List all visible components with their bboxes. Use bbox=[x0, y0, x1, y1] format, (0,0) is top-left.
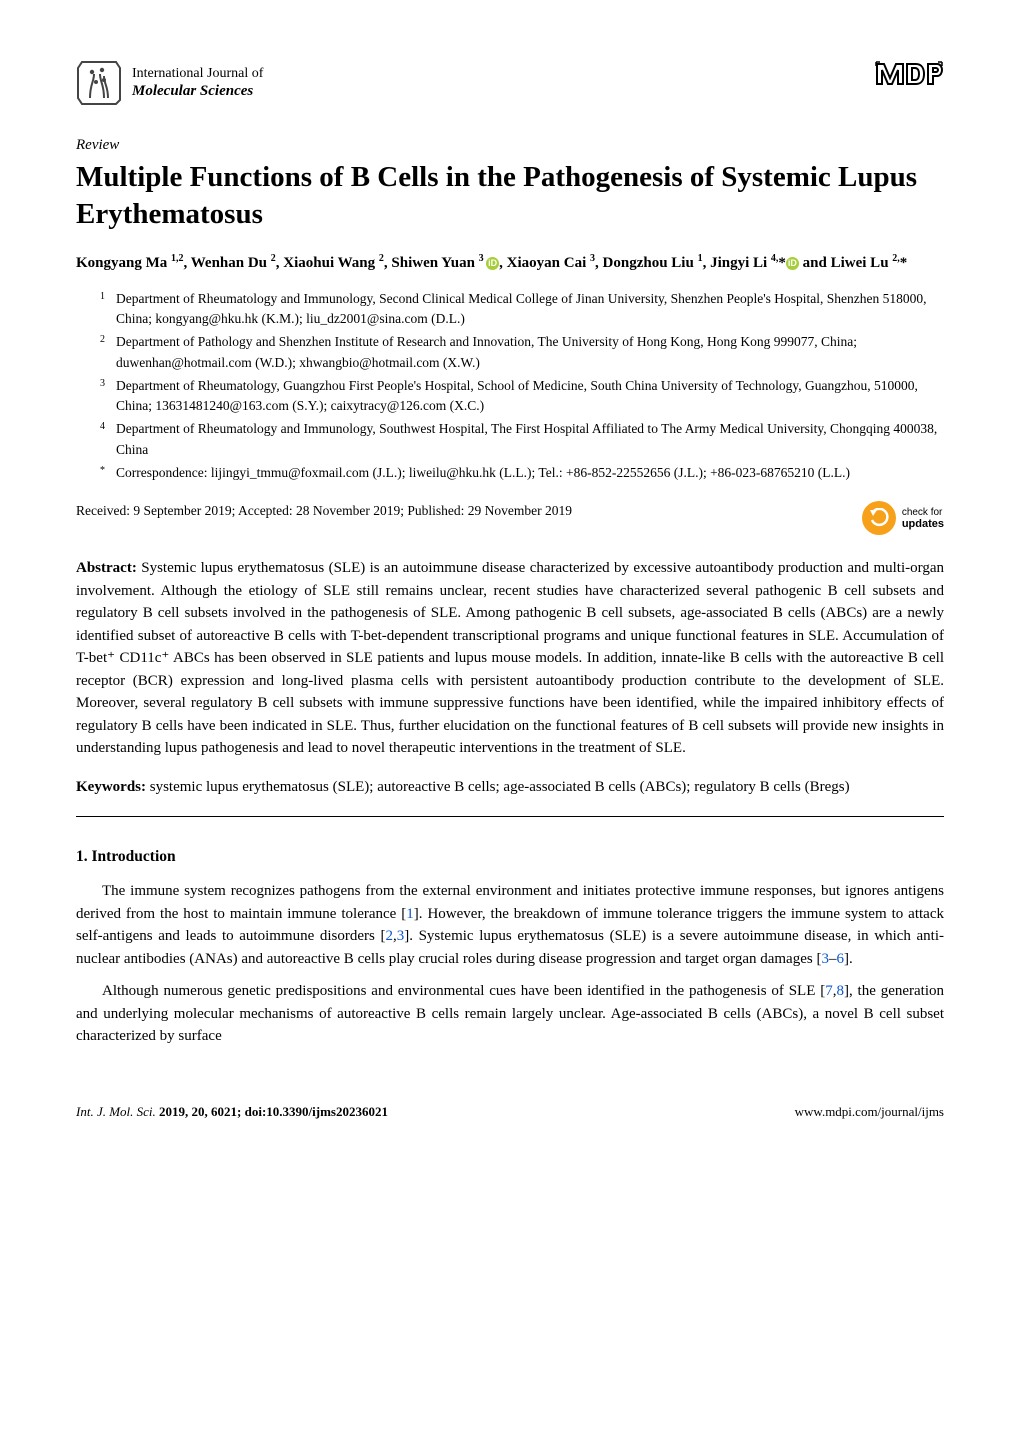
affil-text: Department of Pathology and Shenzhen Ins… bbox=[116, 334, 857, 369]
abstract-text: Systemic lupus erythematosus (SLE) is an… bbox=[76, 560, 944, 756]
footer-url[interactable]: www.mdpi.com/journal/ijms bbox=[795, 1102, 944, 1122]
ref-link[interactable]: 7 bbox=[825, 983, 833, 999]
affil-sup: 2 bbox=[100, 332, 105, 347]
affil-text: Correspondence: lijingyi_tmmu@foxmail.co… bbox=[116, 465, 850, 480]
footer-journal: Int. J. Mol. Sci. bbox=[76, 1104, 156, 1119]
authors: Kongyang Ma 1,2, Wenhan Du 2, Xiaohui Wa… bbox=[76, 251, 944, 275]
journal-line2: Molecular Sciences bbox=[132, 82, 263, 101]
body-paragraph: The immune system recognizes pathogens f… bbox=[76, 880, 944, 970]
para-text: Although numerous genetic predisposition… bbox=[102, 983, 825, 999]
affil-sup: 1 bbox=[100, 289, 105, 304]
ref-link[interactable]: 1 bbox=[406, 906, 414, 922]
keywords: Keywords: systemic lupus erythematosus (… bbox=[76, 776, 944, 799]
affil-text: Department of Rheumatology, Guangzhou Fi… bbox=[116, 378, 918, 413]
updates-line2: updates bbox=[902, 518, 944, 530]
affiliation-item: 2 Department of Pathology and Shenzhen In… bbox=[100, 332, 944, 373]
updates-text: check for updates bbox=[902, 507, 944, 530]
check-updates-badge[interactable]: check for updates bbox=[862, 501, 944, 535]
body-paragraph: Although numerous genetic predisposition… bbox=[76, 980, 944, 1048]
footer-rest: 2019, 20, 6021; doi:10.3390/ijms20236021 bbox=[159, 1104, 388, 1119]
footer-citation: Int. J. Mol. Sci. 2019, 20, 6021; doi:10… bbox=[76, 1102, 388, 1122]
orcid-icon: iD bbox=[486, 257, 499, 270]
keywords-text: systemic lupus erythematosus (SLE); auto… bbox=[150, 779, 850, 795]
ref-link[interactable]: 2 bbox=[385, 928, 393, 944]
affil-sup: 3 bbox=[100, 376, 105, 391]
affil-sup: 4 bbox=[100, 419, 105, 434]
abstract: Abstract: Systemic lupus erythematosus (… bbox=[76, 557, 944, 760]
dates-text: Received: 9 September 2019; Accepted: 28… bbox=[76, 501, 572, 521]
header: International Journal of Molecular Scien… bbox=[76, 60, 944, 106]
ref-link[interactable]: 8 bbox=[836, 983, 844, 999]
abstract-label: Abstract: bbox=[76, 560, 137, 576]
section-heading: 1. Introduction bbox=[76, 845, 944, 868]
affiliation-item: 1 Department of Rheumatology and Immunolo… bbox=[100, 289, 944, 330]
ref-link[interactable]: 6 bbox=[836, 951, 844, 967]
affiliations-list: 1 Department of Rheumatology and Immunolo… bbox=[76, 289, 944, 483]
journal-line1: International Journal of bbox=[132, 65, 263, 83]
orcid-icon: iD bbox=[786, 257, 799, 270]
affil-text: Department of Rheumatology and Immunolog… bbox=[116, 421, 937, 456]
affiliation-item: 3 Department of Rheumatology, Guangzhou F… bbox=[100, 376, 944, 417]
mdpi-logo-icon bbox=[874, 60, 944, 104]
ijms-logo-icon bbox=[76, 60, 122, 106]
section-title: Introduction bbox=[92, 848, 176, 865]
footer: Int. J. Mol. Sci. 2019, 20, 6021; doi:10… bbox=[76, 1102, 944, 1122]
affiliation-item: 4 Department of Rheumatology and Immunolo… bbox=[100, 419, 944, 460]
journal-logo-block: International Journal of Molecular Scien… bbox=[76, 60, 263, 106]
section-number: 1. bbox=[76, 848, 88, 865]
updates-line1: check for bbox=[902, 507, 943, 518]
journal-name: International Journal of Molecular Scien… bbox=[132, 65, 263, 101]
affiliation-item: * Correspondence: lijingyi_tmmu@foxmail.c… bbox=[100, 463, 944, 483]
affil-text: Department of Rheumatology and Immunolog… bbox=[116, 291, 927, 326]
article-title: Multiple Functions of B Cells in the Pat… bbox=[76, 159, 944, 233]
updates-circle-icon bbox=[862, 501, 896, 535]
divider bbox=[76, 816, 944, 817]
author-text: Kongyang Ma 1,2, Wenhan Du 2, Xiaohui Wa… bbox=[76, 255, 907, 271]
affil-sup: * bbox=[100, 463, 105, 478]
dates-row: Received: 9 September 2019; Accepted: 28… bbox=[76, 501, 944, 535]
keywords-label: Keywords: bbox=[76, 779, 146, 795]
article-type: Review bbox=[76, 134, 944, 157]
para-text: ]. bbox=[844, 951, 853, 967]
ref-link[interactable]: 3 bbox=[821, 951, 829, 967]
